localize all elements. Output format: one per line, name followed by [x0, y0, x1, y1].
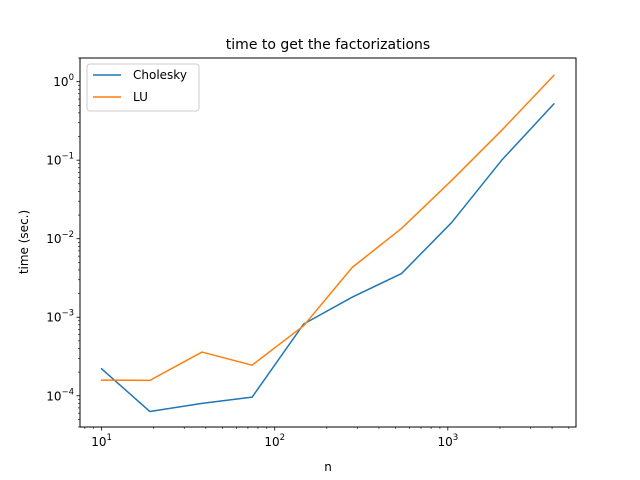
- series-line-cholesky: [100, 102, 555, 413]
- x-axis-label: n: [324, 460, 332, 474]
- series-line-lu: [100, 74, 555, 382]
- series-layer: [100, 74, 555, 413]
- chart-title: time to get the factorizations: [226, 37, 430, 53]
- legend-label-cholesky: Cholesky: [133, 68, 187, 82]
- plot-area: [79, 57, 577, 428]
- legend: Cholesky LU: [86, 63, 200, 112]
- y-axis-label: time (sec.): [17, 210, 31, 274]
- legend-label-lu: LU: [133, 90, 148, 104]
